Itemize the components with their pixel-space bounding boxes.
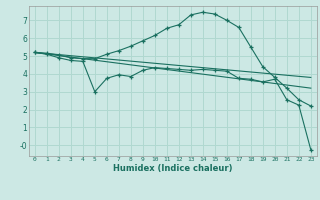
- X-axis label: Humidex (Indice chaleur): Humidex (Indice chaleur): [113, 164, 233, 173]
